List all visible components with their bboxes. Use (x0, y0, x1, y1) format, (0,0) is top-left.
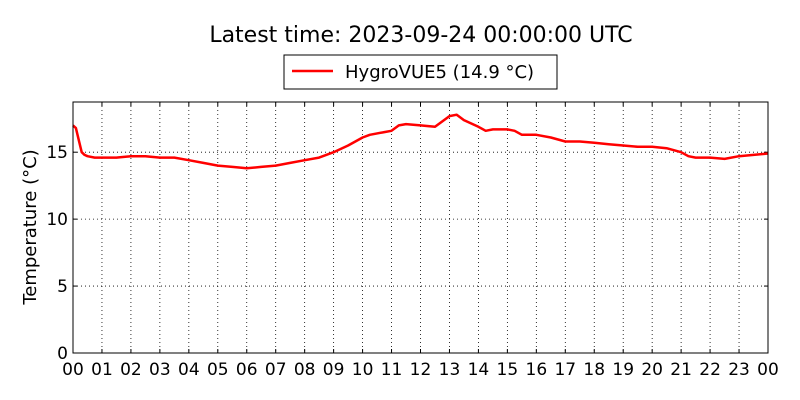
x-tick-label: 15 (497, 360, 519, 380)
x-tick-label: 21 (670, 360, 692, 380)
x-tick-label: 19 (612, 360, 634, 380)
x-tick-label: 13 (439, 360, 461, 380)
legend: HygroVUE5 (14.9 °C) (283, 54, 558, 90)
x-tick-label: 00 (757, 360, 779, 380)
x-tick-label: 07 (265, 360, 287, 380)
chart-title: Latest time: 2023-09-24 00:00:00 UTC (209, 23, 632, 48)
x-tick-label: 06 (236, 360, 258, 380)
x-tick-labels: 00 01 02 03 04 05 06 07 08 09 10 11 12 13 14 15 16 17 18 19… (62, 360, 779, 380)
plot-frame (72, 101, 769, 354)
y-tick-label: 15 (46, 143, 68, 163)
x-tick-label: 14 (468, 360, 490, 380)
x-tick-label: 16 (526, 360, 548, 380)
series-line (72, 113, 769, 170)
grid (73, 102, 768, 353)
x-tick-label: 22 (699, 360, 721, 380)
x-tick-label: 11 (381, 360, 403, 380)
axis-ticks (72, 102, 769, 354)
x-tick-label: 23 (728, 360, 750, 380)
x-tick-label: 02 (120, 360, 142, 380)
y-tick-labels: 0 5 10 15 (46, 143, 68, 364)
x-tick-label: 04 (178, 360, 200, 380)
series-layer (72, 113, 769, 170)
x-tick-label: 10 (352, 360, 374, 380)
x-tick-label: 05 (207, 360, 229, 380)
x-tick-label: 12 (410, 360, 432, 380)
y-tick-label: 0 (57, 344, 68, 364)
y-axis-label: Temperature (°C) (20, 149, 41, 305)
x-tick-label: 01 (91, 360, 113, 380)
x-tick-label: 18 (583, 360, 605, 380)
x-tick-label: 09 (323, 360, 345, 380)
x-tick-label: 08 (294, 360, 316, 380)
y-tick-label: 10 (46, 210, 68, 230)
x-tick-label: 03 (149, 360, 171, 380)
legend-label: HygroVUE5 (14.9 °C) (345, 62, 534, 83)
x-tick-label: 20 (641, 360, 663, 380)
x-tick-label: 00 (62, 360, 84, 380)
x-tick-label: 17 (554, 360, 576, 380)
y-tick-label: 5 (57, 277, 68, 297)
